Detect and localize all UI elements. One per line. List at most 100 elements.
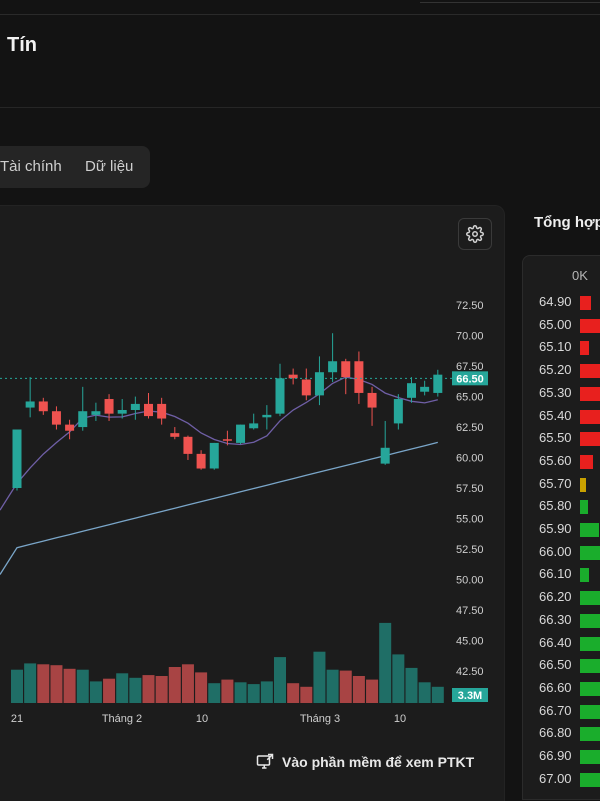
order-book-volume-bar <box>580 704 600 719</box>
order-book-row[interactable]: 66.30 <box>522 609 600 631</box>
volume-bar <box>181 664 194 703</box>
order-book-volume-bar <box>580 432 600 447</box>
volume-bar <box>63 668 76 703</box>
order-book-price: 65.70 <box>539 475 572 491</box>
volume-bar <box>260 681 273 703</box>
order-book-volume-bar <box>580 772 600 787</box>
order-book-row[interactable]: 66.10 <box>522 563 600 585</box>
volume-bar <box>129 677 142 703</box>
order-book-price: 65.60 <box>539 452 572 468</box>
volume-bar <box>352 676 365 703</box>
order-book-row[interactable]: 65.10 <box>522 336 600 358</box>
order-book-price: 66.20 <box>539 589 572 605</box>
order-book-volume-bar <box>580 727 600 742</box>
y-tick-label: 57.50 <box>456 483 484 495</box>
volume-label: 3.3M <box>458 690 482 702</box>
volume-bar <box>234 682 247 703</box>
order-book-row[interactable]: 65.50 <box>522 427 600 449</box>
order-book-row[interactable]: 65.60 <box>522 450 600 472</box>
order-book-row[interactable]: 66.50 <box>522 654 600 676</box>
order-book-row[interactable]: 66.70 <box>522 700 600 722</box>
order-book-volume-bar <box>580 386 600 401</box>
order-book-price: 66.80 <box>539 725 572 741</box>
order-book-row[interactable]: 66.60 <box>522 677 600 699</box>
volume-bar <box>274 657 286 703</box>
volume-bar <box>339 670 352 703</box>
candle-body <box>144 403 153 417</box>
order-book-price: 66.90 <box>539 748 572 763</box>
order-book-row[interactable]: 65.40 <box>522 405 600 427</box>
order-book-volume-bar <box>580 681 600 696</box>
volume-bar <box>392 654 405 703</box>
volume-bar <box>155 676 168 703</box>
candle-body <box>25 401 35 408</box>
gear-icon <box>466 225 484 243</box>
order-book-row[interactable]: 65.00 <box>522 314 600 336</box>
y-tick-label: 50.00 <box>456 574 484 586</box>
order-book-row[interactable]: 64.90 <box>522 291 600 313</box>
candlestick-chart[interactable]: 72.50 70.00 67.50 65.00 62.50 60.00 57.50 55.00… <box>0 205 504 735</box>
volume-bar <box>247 684 260 703</box>
order-book-row[interactable]: 65.90 <box>522 518 600 540</box>
order-book-price: 65.80 <box>539 498 572 514</box>
volume-bar <box>379 622 392 703</box>
candle-body <box>196 453 206 469</box>
order-book-volume-bar <box>580 454 593 469</box>
y-tick-label: 67.50 <box>456 361 484 373</box>
volume-bar <box>405 667 418 703</box>
x-tick-label: 10 <box>394 713 406 725</box>
order-book-row[interactable]: 66.40 <box>522 632 600 654</box>
volume-bar <box>24 663 37 703</box>
volume-bar <box>76 669 89 703</box>
order-book-row[interactable]: 65.80 <box>522 495 600 517</box>
candle-body <box>209 442 219 469</box>
last-price-badge <box>452 371 488 386</box>
ptkt-link-label: Vào phần mềm để xem PTKT <box>282 754 475 770</box>
order-book-price: 65.10 <box>539 339 572 355</box>
order-book-row[interactable]: 66.90 <box>522 745 600 767</box>
ma-long-line <box>0 441 438 575</box>
volume-bar <box>366 679 379 703</box>
order-book-volume-bar <box>580 409 600 424</box>
order-book-row[interactable]: 66.00 <box>522 541 600 563</box>
y-tick-label: 70.00 <box>456 331 484 343</box>
order-book-volume-bar <box>580 341 589 356</box>
candle-body <box>354 361 364 393</box>
order-book-row[interactable]: 65.30 <box>522 382 600 404</box>
candle-body <box>130 403 140 410</box>
order-book-row[interactable]: 66.80 <box>522 722 600 744</box>
order-book-row[interactable]: 65.20 <box>522 359 600 381</box>
order-book-price: 65.90 <box>539 521 572 536</box>
y-tick-label: 65.00 <box>456 392 484 404</box>
ptkt-link[interactable]: Vào phần mềm để xem PTKT <box>256 752 474 772</box>
order-book-row[interactable]: 65.70 <box>522 473 600 495</box>
volume-bar <box>116 673 129 703</box>
volume-bar <box>103 678 116 703</box>
candle-body <box>104 399 114 414</box>
order-book-volume-bar <box>580 477 586 492</box>
chart-settings-button[interactable] <box>458 218 492 250</box>
y-tick-label: 47.50 <box>456 605 484 617</box>
volume-bar <box>326 669 339 703</box>
order-book-row[interactable]: 66.20 <box>522 586 600 608</box>
volume-bar <box>208 683 221 703</box>
order-book-price: 65.30 <box>539 384 572 400</box>
order-book-volume-bar <box>580 613 600 628</box>
order-book-price: 66.50 <box>539 657 572 673</box>
order-book-header: 0K <box>572 268 588 283</box>
candle-body <box>380 447 390 464</box>
candle-body <box>51 411 61 425</box>
order-book-row[interactable]: 67.00 <box>522 768 600 790</box>
order-book-volume-bar <box>580 545 600 560</box>
order-book-price: 65.40 <box>539 407 572 423</box>
order-book-price: 65.20 <box>539 362 572 378</box>
tab-tai-chinh[interactable]: Tài chính <box>0 158 62 175</box>
order-book-heading: Tổng hợp <box>534 214 600 231</box>
order-book-price: 66.00 <box>539 543 572 559</box>
tab-du-lieu[interactable]: Dữ liệu <box>85 158 134 175</box>
order-book-price: 66.70 <box>539 702 572 718</box>
candle-body <box>170 433 180 437</box>
volume-badge <box>452 688 488 702</box>
order-book-volume-bar <box>580 568 589 583</box>
order-book-volume-bar <box>580 364 600 379</box>
